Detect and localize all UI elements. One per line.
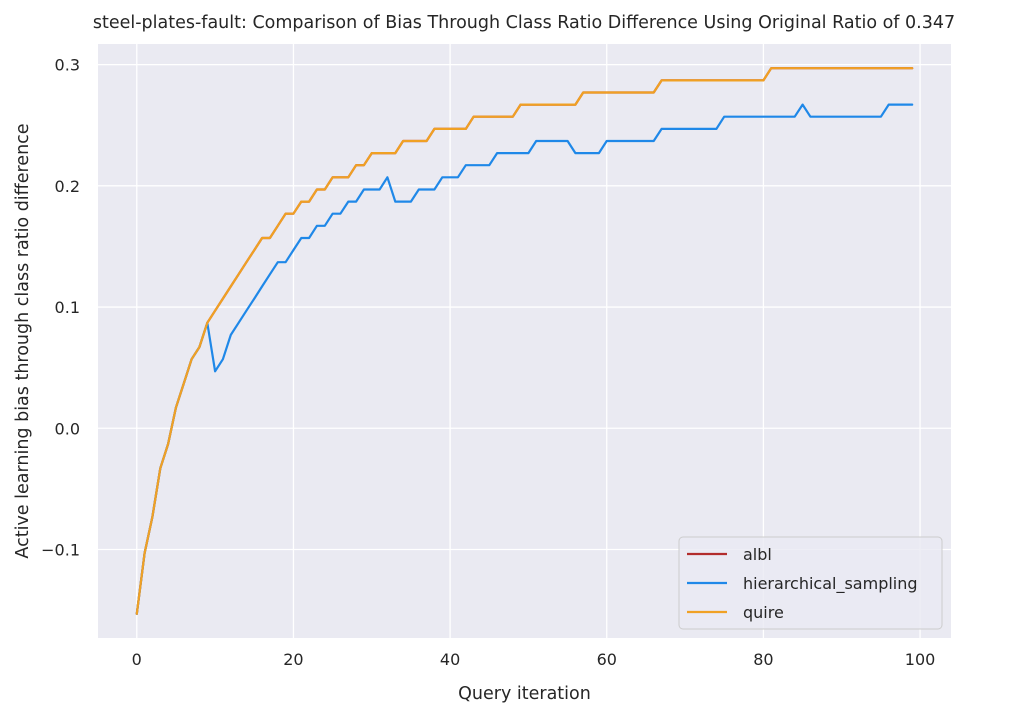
x-tick-label: 0 — [132, 650, 142, 669]
y-tick-label: −0.1 — [41, 541, 80, 560]
x-tick-label: 100 — [905, 650, 936, 669]
legend-box — [678, 536, 943, 630]
series-line-quire — [135, 67, 914, 615]
legend-label: albl — [743, 545, 772, 564]
y-tick-labels: −0.1 0.0 0.1 0.2 0.3 — [41, 56, 80, 560]
x-tick-labels: 0 20 40 60 80 100 — [132, 650, 936, 669]
y-axis-label: Active learning bias through class ratio… — [13, 123, 33, 558]
y-tick-label: 0.0 — [55, 419, 80, 438]
y-tick-label: 0.1 — [55, 298, 80, 317]
x-tick-label: 80 — [753, 650, 773, 669]
series-line-hierarchical-sampling — [135, 103, 914, 615]
x-tick-label: 40 — [440, 650, 460, 669]
x-tick-label: 20 — [283, 650, 303, 669]
y-tick-label: 0.3 — [55, 56, 80, 75]
series-lines — [135, 67, 914, 615]
x-axis-label: Query iteration — [458, 684, 591, 704]
chart-title: steel-plates-fault: Comparison of Bias T… — [93, 13, 955, 33]
y-tick-label: 0.2 — [55, 177, 80, 196]
legend-label: quire — [743, 603, 784, 622]
legend-label: hierarchical_sampling — [743, 574, 918, 594]
x-tick-label: 60 — [597, 650, 617, 669]
grid — [98, 44, 951, 638]
